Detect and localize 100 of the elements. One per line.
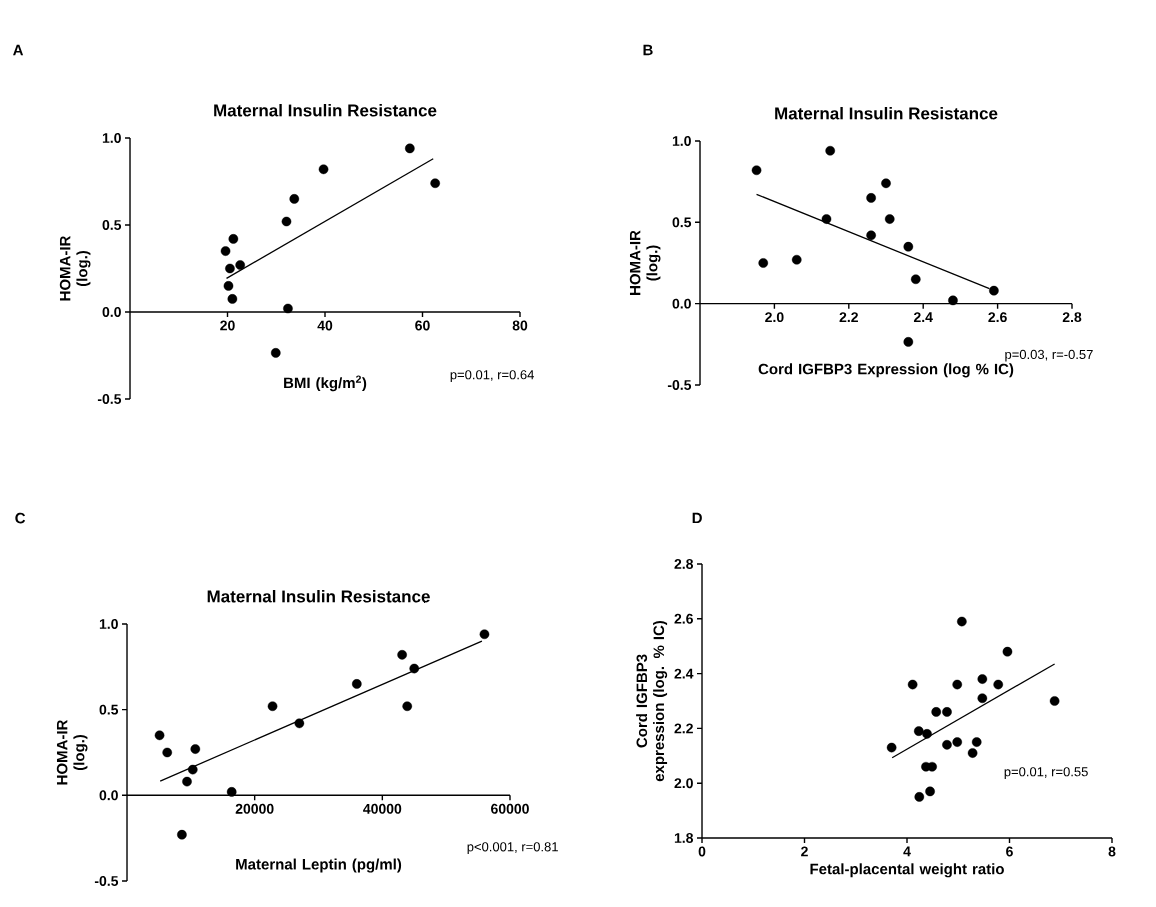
point bbox=[886, 742, 897, 753]
point bbox=[903, 337, 914, 347]
annotation: p=0.01, r=0.55 bbox=[1004, 767, 1088, 779]
chart-title: Maternal Insulin Resistance bbox=[775, 106, 998, 120]
chart-title: Maternal Insulin Resistance bbox=[214, 103, 437, 117]
y-tick-label: 2.6 bbox=[674, 613, 693, 624]
point bbox=[925, 786, 935, 797]
x-tick-label: 2.4 bbox=[913, 312, 933, 322]
y-tick-label: 0.5 bbox=[102, 220, 122, 230]
text: C bbox=[15, 512, 26, 524]
point bbox=[993, 679, 1004, 690]
point bbox=[479, 629, 490, 640]
point bbox=[227, 294, 238, 304]
x-tick-label: 80 bbox=[512, 320, 528, 331]
x-tick-label: 2.2 bbox=[839, 312, 858, 322]
y-tick-label: 2.2 bbox=[674, 723, 693, 734]
y-tick-label: -0.5 bbox=[97, 394, 122, 404]
y-tick-label: 0.0 bbox=[102, 307, 121, 317]
point bbox=[791, 254, 802, 265]
annotation: p<0.001, r=0.81 bbox=[467, 842, 558, 854]
x-tick-label: 0 bbox=[698, 846, 706, 857]
point bbox=[948, 295, 958, 306]
y-axis-title: Cord IGFBP3 expression (log. % IC) bbox=[636, 620, 668, 782]
text: B bbox=[643, 44, 653, 56]
point bbox=[942, 707, 952, 717]
point bbox=[910, 274, 921, 285]
point bbox=[942, 740, 952, 750]
y-tick-label: 0.5 bbox=[672, 217, 692, 228]
x-axis-title: Fetal-placental weight ratio bbox=[810, 863, 1004, 878]
annotation: p=0.03, r=-0.57 bbox=[1005, 349, 1093, 362]
point bbox=[225, 263, 235, 274]
point bbox=[952, 737, 963, 747]
point bbox=[977, 674, 988, 684]
y-tick-label: 1.8 bbox=[674, 833, 694, 843]
point bbox=[903, 241, 914, 252]
point bbox=[289, 194, 300, 204]
point bbox=[318, 164, 329, 175]
point bbox=[967, 748, 978, 758]
point bbox=[226, 787, 237, 797]
point bbox=[352, 679, 362, 689]
point bbox=[182, 776, 192, 787]
point bbox=[283, 303, 293, 314]
x-axis-title: Cord IGFBP3 Expression (log % IC) bbox=[758, 363, 1014, 378]
x-tick-label: 2 bbox=[801, 846, 808, 857]
y-tick-label: 0.0 bbox=[672, 298, 691, 309]
point bbox=[1002, 646, 1013, 657]
y-tick-label: 1.0 bbox=[672, 136, 691, 146]
x-tick-label: 20 bbox=[220, 320, 235, 331]
point bbox=[267, 701, 278, 712]
x-axis-title: BMI (kg/m$^{2}$) bbox=[284, 375, 367, 392]
point bbox=[884, 214, 895, 224]
y-tick-label: 0.5 bbox=[99, 704, 119, 715]
x-tick-label: 40000 bbox=[363, 803, 402, 814]
text: A bbox=[13, 44, 24, 56]
point bbox=[907, 679, 918, 690]
point bbox=[913, 726, 924, 736]
point bbox=[154, 730, 165, 741]
chart-title: Maternal Insulin Resistance bbox=[207, 589, 430, 603]
point bbox=[922, 729, 932, 739]
point bbox=[758, 258, 769, 268]
text: D bbox=[692, 512, 702, 524]
y-tick-label: 2.0 bbox=[674, 778, 693, 789]
point bbox=[914, 792, 925, 802]
y-tick-label: 0.0 bbox=[99, 790, 118, 801]
point bbox=[187, 764, 198, 775]
x-tick-label: 60 bbox=[415, 320, 430, 331]
point bbox=[294, 718, 305, 729]
point bbox=[397, 650, 407, 660]
y-axis-title: HOMA-IR (log.) bbox=[56, 719, 88, 785]
point bbox=[957, 616, 967, 627]
x-tick-label: 60000 bbox=[491, 803, 529, 814]
y-tick-label: 2.8 bbox=[674, 559, 694, 569]
point bbox=[971, 737, 982, 747]
point bbox=[409, 663, 420, 674]
point bbox=[931, 707, 942, 717]
x-tick-label: 4 bbox=[903, 846, 911, 857]
point bbox=[952, 679, 963, 690]
y-axis-title: HOMA-IR (log.) bbox=[59, 235, 91, 301]
point bbox=[821, 214, 832, 224]
y-tick-label: 1.0 bbox=[102, 133, 121, 143]
point bbox=[281, 216, 292, 227]
y-tick-label: 2.4 bbox=[674, 668, 694, 679]
x-tick-label: 6 bbox=[1006, 846, 1013, 857]
y-axis-title: HOMA-IR (log.) bbox=[629, 230, 661, 295]
x-tick-label: 2.8 bbox=[1062, 312, 1082, 323]
x-tick-label: 2.0 bbox=[765, 312, 784, 323]
y-tick-label: -0.5 bbox=[94, 876, 119, 886]
point bbox=[866, 230, 876, 241]
point bbox=[825, 145, 836, 156]
point bbox=[866, 193, 876, 203]
x-tick-label: 20000 bbox=[235, 803, 274, 814]
point bbox=[977, 693, 988, 704]
point bbox=[190, 744, 201, 754]
point bbox=[270, 348, 281, 358]
point bbox=[162, 747, 173, 758]
x-axis-title: Maternal Leptin (pg/ml) bbox=[236, 858, 402, 873]
point bbox=[402, 701, 413, 712]
x-tick-label: 40 bbox=[317, 320, 333, 331]
point bbox=[235, 260, 245, 270]
point bbox=[430, 178, 440, 189]
